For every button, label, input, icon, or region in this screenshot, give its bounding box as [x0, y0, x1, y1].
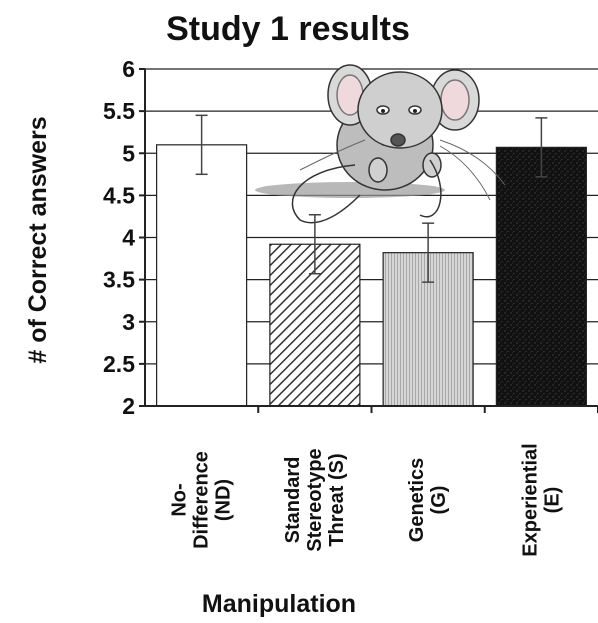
y-tick-label: 6 — [122, 56, 135, 82]
mouse-illustration — [255, 64, 506, 224]
category-label-line: Standard — [282, 457, 304, 544]
y-tick-label: 5.5 — [103, 98, 135, 124]
y-tick-label: 3.5 — [103, 267, 135, 293]
y-tick-label: 2.5 — [103, 351, 135, 377]
y-tick-label: 3 — [122, 309, 135, 335]
error-bars — [195, 114, 548, 283]
category-label-line: Experiential — [519, 443, 541, 556]
x-ticks — [257, 406, 598, 413]
category-labels: No-Difference(ND) StandardStereotypeThrea… — [169, 443, 564, 556]
bar — [495, 146, 587, 407]
category-label: Genetics(G) — [406, 458, 450, 542]
category-label-line: Difference — [191, 451, 213, 549]
y-ticks: 2 2.5 3 3.5 4 4.5 5 5.5 6 — [103, 56, 145, 419]
category-label-line: (E) — [541, 487, 563, 514]
x-axis-label: Manipulation — [202, 590, 356, 618]
chart-title: Study 1 results — [166, 10, 410, 48]
category-label-line: (G) — [428, 486, 450, 515]
category-label-line: No- — [169, 483, 191, 516]
bar — [156, 144, 248, 407]
y-tick-label: 4.5 — [103, 182, 135, 208]
y-tick-label: 4 — [122, 225, 135, 251]
category-label: StandardStereotypeThreat (S) — [282, 448, 348, 551]
category-label-line: Genetics — [406, 458, 428, 542]
y-axis-label: # of Correct answers — [24, 116, 52, 363]
category-label: Experiential(E) — [519, 443, 563, 556]
category-label-line: Threat (S) — [326, 453, 348, 546]
category-label-line: (ND) — [213, 479, 235, 521]
y-tick-label: 2 — [122, 393, 135, 419]
category-label-line: Stereotype — [304, 448, 326, 551]
category-label: No-Difference(ND) — [169, 451, 235, 549]
y-tick-label: 5 — [122, 140, 135, 166]
